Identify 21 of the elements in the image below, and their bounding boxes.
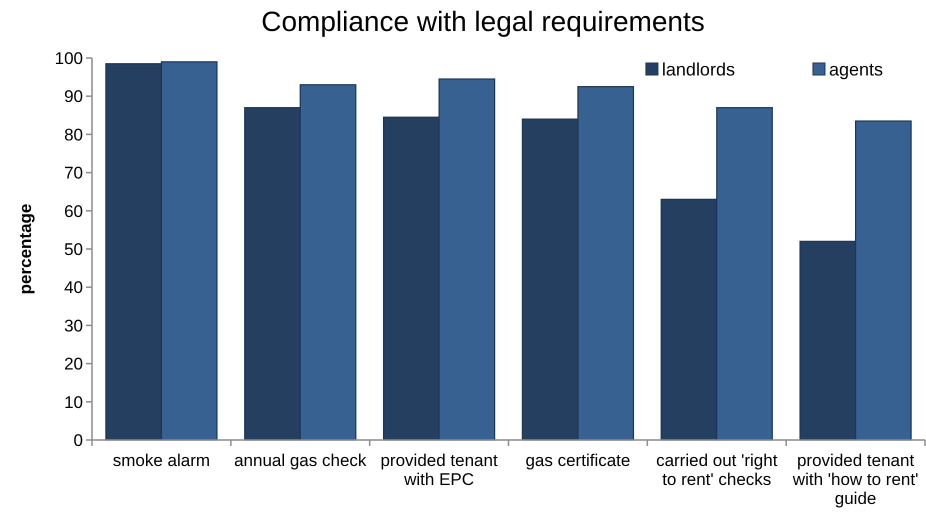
x-tick-label: smoke alarm xyxy=(112,451,210,470)
legend-label: agents xyxy=(828,59,884,80)
y-tick-label: 60 xyxy=(64,202,83,221)
y-tick-label: 10 xyxy=(64,392,83,412)
y-tick-label: 30 xyxy=(64,316,83,336)
y-tick-label: 40 xyxy=(64,278,83,298)
y-axis-title: percentage xyxy=(16,204,35,294)
x-tick-label: provided tenant with 'how to rent' guide xyxy=(792,451,918,508)
y-tick-label: 80 xyxy=(64,125,83,144)
chart-title: Compliance with legal requirements xyxy=(261,6,705,37)
y-tick-label: 50 xyxy=(64,240,83,259)
y-tick-label: 70 xyxy=(64,164,83,183)
x-tick-label: provided tenant with EPC xyxy=(380,451,498,489)
legend-label: landlords xyxy=(662,59,735,80)
x-tick-label: gas certificate xyxy=(525,451,630,470)
y-tick-label: 90 xyxy=(64,87,83,106)
x-tick-label: annual gas check xyxy=(234,451,367,470)
y-tick-label: 20 xyxy=(64,354,83,374)
y-tick-label: 0 xyxy=(74,430,83,450)
y-tick-label: 100 xyxy=(54,48,83,68)
x-tick-label: carried out 'right to rent' checks xyxy=(656,451,778,489)
